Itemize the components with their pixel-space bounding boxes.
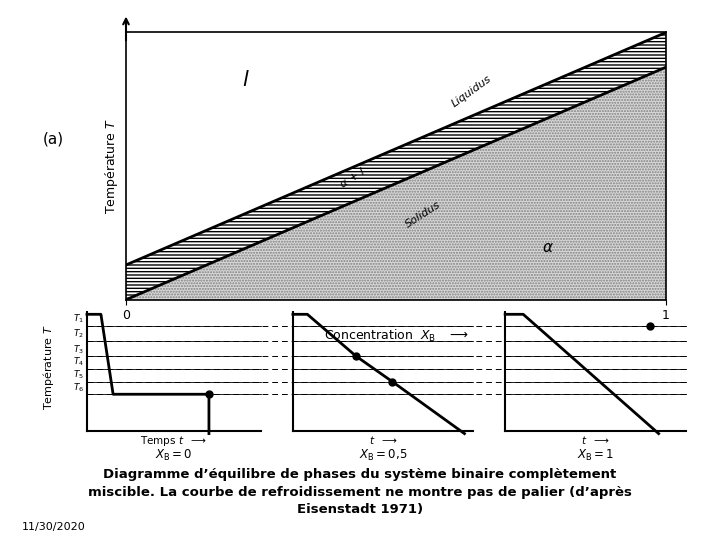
Text: 11/30/2020: 11/30/2020 (22, 522, 86, 532)
Text: Solidus: Solidus (403, 199, 443, 230)
Text: Eisenstadt 1971): Eisenstadt 1971) (297, 503, 423, 516)
Text: l: l (242, 70, 248, 90)
Text: miscible. La courbe de refroidissement ne montre pas de palier (d’après: miscible. La courbe de refroidissement n… (88, 485, 632, 499)
Text: Liquidus: Liquidus (450, 74, 493, 109)
Text: (a): (a) (43, 131, 64, 146)
Y-axis label: Température $T$: Température $T$ (104, 118, 120, 214)
Text: $X_\mathrm{B} = 0$: $X_\mathrm{B} = 0$ (156, 448, 193, 463)
Text: Température $T$: Température $T$ (42, 325, 56, 410)
Text: α: α (542, 240, 552, 254)
Text: $T_1$: $T_1$ (73, 313, 84, 325)
Text: $T_3$: $T_3$ (73, 343, 84, 355)
Text: Temps $t$  $\longrightarrow$: Temps $t$ $\longrightarrow$ (140, 434, 207, 448)
Text: $T_2$: $T_2$ (73, 328, 84, 340)
X-axis label: Concentration  $X_\mathrm{B}$   $\longrightarrow$: Concentration $X_\mathrm{B}$ $\longright… (323, 328, 469, 344)
Text: $T_4$: $T_4$ (73, 356, 84, 368)
Text: $t$  $\longrightarrow$: $t$ $\longrightarrow$ (581, 434, 610, 445)
Text: Diagramme d’équilibre de phases du système binaire complètement: Diagramme d’équilibre de phases du systè… (104, 468, 616, 481)
Text: $T_6$: $T_6$ (73, 381, 84, 394)
Polygon shape (126, 32, 666, 300)
Text: α + l: α + l (339, 166, 366, 190)
Text: $X_\mathrm{B} = 1$: $X_\mathrm{B} = 1$ (577, 448, 614, 463)
Text: $T_5$: $T_5$ (73, 368, 84, 381)
Polygon shape (126, 67, 666, 300)
Text: $X_\mathrm{B} = 0{,}5$: $X_\mathrm{B} = 0{,}5$ (359, 448, 408, 463)
Text: $t$  $\longrightarrow$: $t$ $\longrightarrow$ (369, 434, 397, 445)
